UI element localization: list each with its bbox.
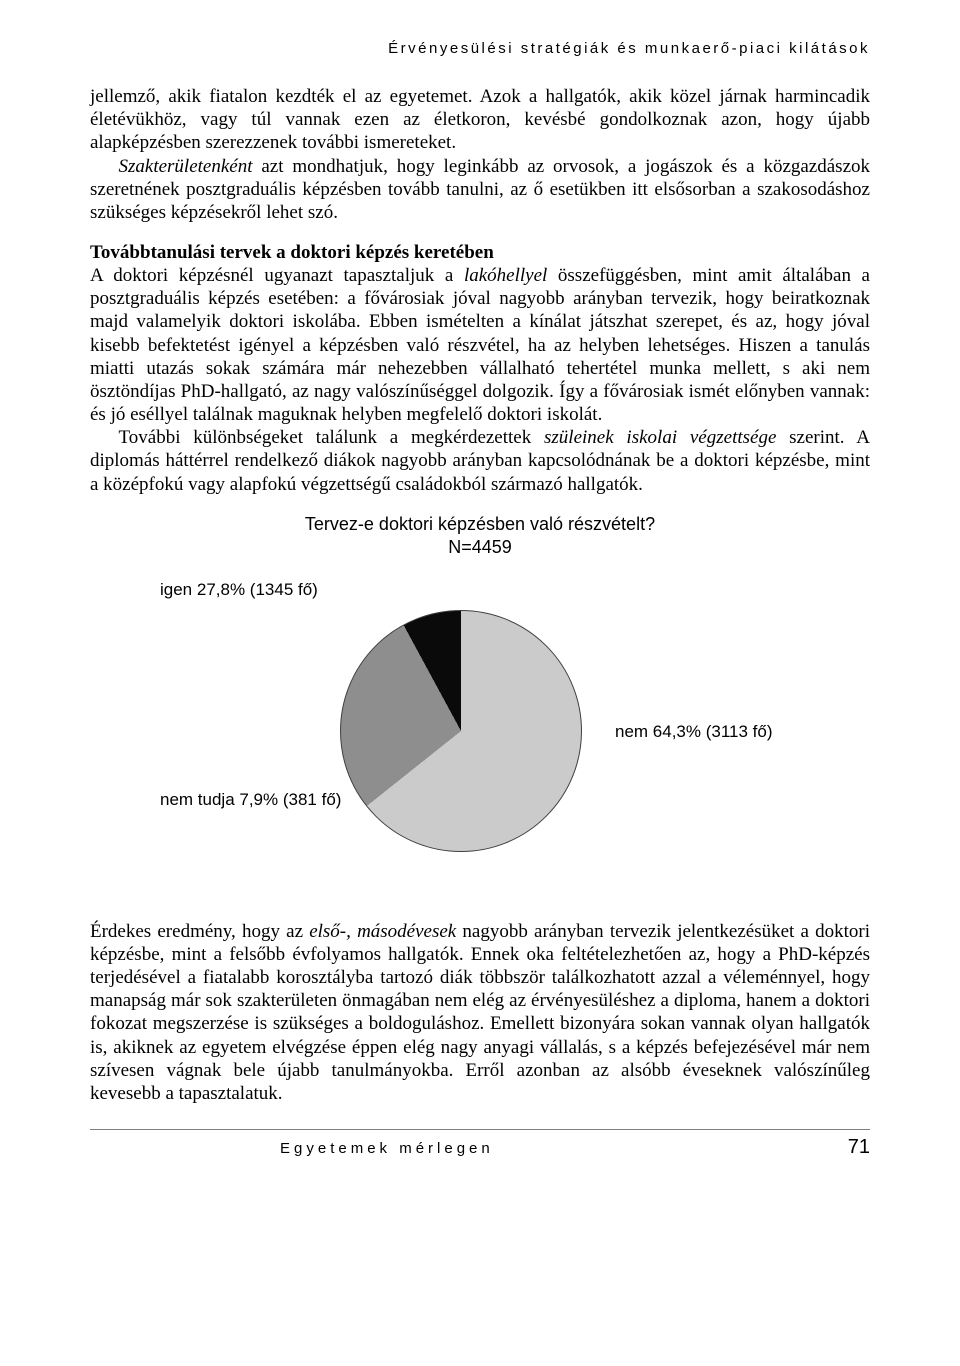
pie-label-igen: igen 27,8% (1345 fő) — [160, 580, 318, 600]
p1-text-a: jellemző, akik fiatalon kezdték el az eg… — [90, 86, 870, 153]
p2-text-a: A doktori képzésnél ugyanazt tapasztalju… — [90, 265, 464, 286]
page-footer: Egyetemek mérlegen 71 — [90, 1129, 870, 1159]
page-number: 71 — [848, 1136, 870, 1159]
p3-text-b: nagyobb arányban tervezik jelentkezésüke… — [90, 921, 870, 1104]
page-container: Érvényesülési stratégiák és munkaerő-pia… — [0, 0, 960, 1189]
p2-text-b: összefüggésben, mint amit általában a po… — [90, 265, 870, 425]
paragraph-2: A doktori képzésnél ugyanazt tapasztalju… — [90, 264, 870, 496]
chart-container: Tervez-e doktori képzésben való részvéte… — [90, 514, 870, 892]
paragraph-3: Érdekes eredmény, hogy az első-, másodév… — [90, 920, 870, 1105]
pie-label-nemtudja: nem tudja 7,9% (381 fő) — [160, 790, 341, 810]
p1-italic: Szakterületenként — [119, 156, 253, 177]
pie-label-nem: nem 64,3% (3113 fő) — [615, 722, 773, 742]
chart-title: Tervez-e doktori képzésben való részvéte… — [90, 514, 870, 535]
p3-text-a: Érdekes eredmény, hogy az — [90, 921, 309, 942]
pie-chart — [340, 610, 582, 852]
footer-left: Egyetemek mérlegen — [90, 1140, 494, 1157]
running-header: Érvényesülési stratégiák és munkaerő-pia… — [90, 40, 870, 57]
p2i-italic: szüleinek iskolai végzettsége — [544, 427, 776, 448]
p2-italic-1: lakóhellyel — [464, 265, 547, 286]
p3-italic-1: első-, másodévesek — [309, 921, 456, 942]
section-heading: Továbbtanulási tervek a doktori képzés k… — [90, 242, 870, 264]
p2i-text-a: További különbségeket találunk a megkérd… — [119, 427, 545, 448]
paragraph-1: jellemző, akik fiatalon kezdték el az eg… — [90, 85, 870, 224]
pie-area: igen 27,8% (1345 fő) nem tudja 7,9% (381… — [160, 572, 800, 892]
chart-subtitle: N=4459 — [90, 537, 870, 558]
